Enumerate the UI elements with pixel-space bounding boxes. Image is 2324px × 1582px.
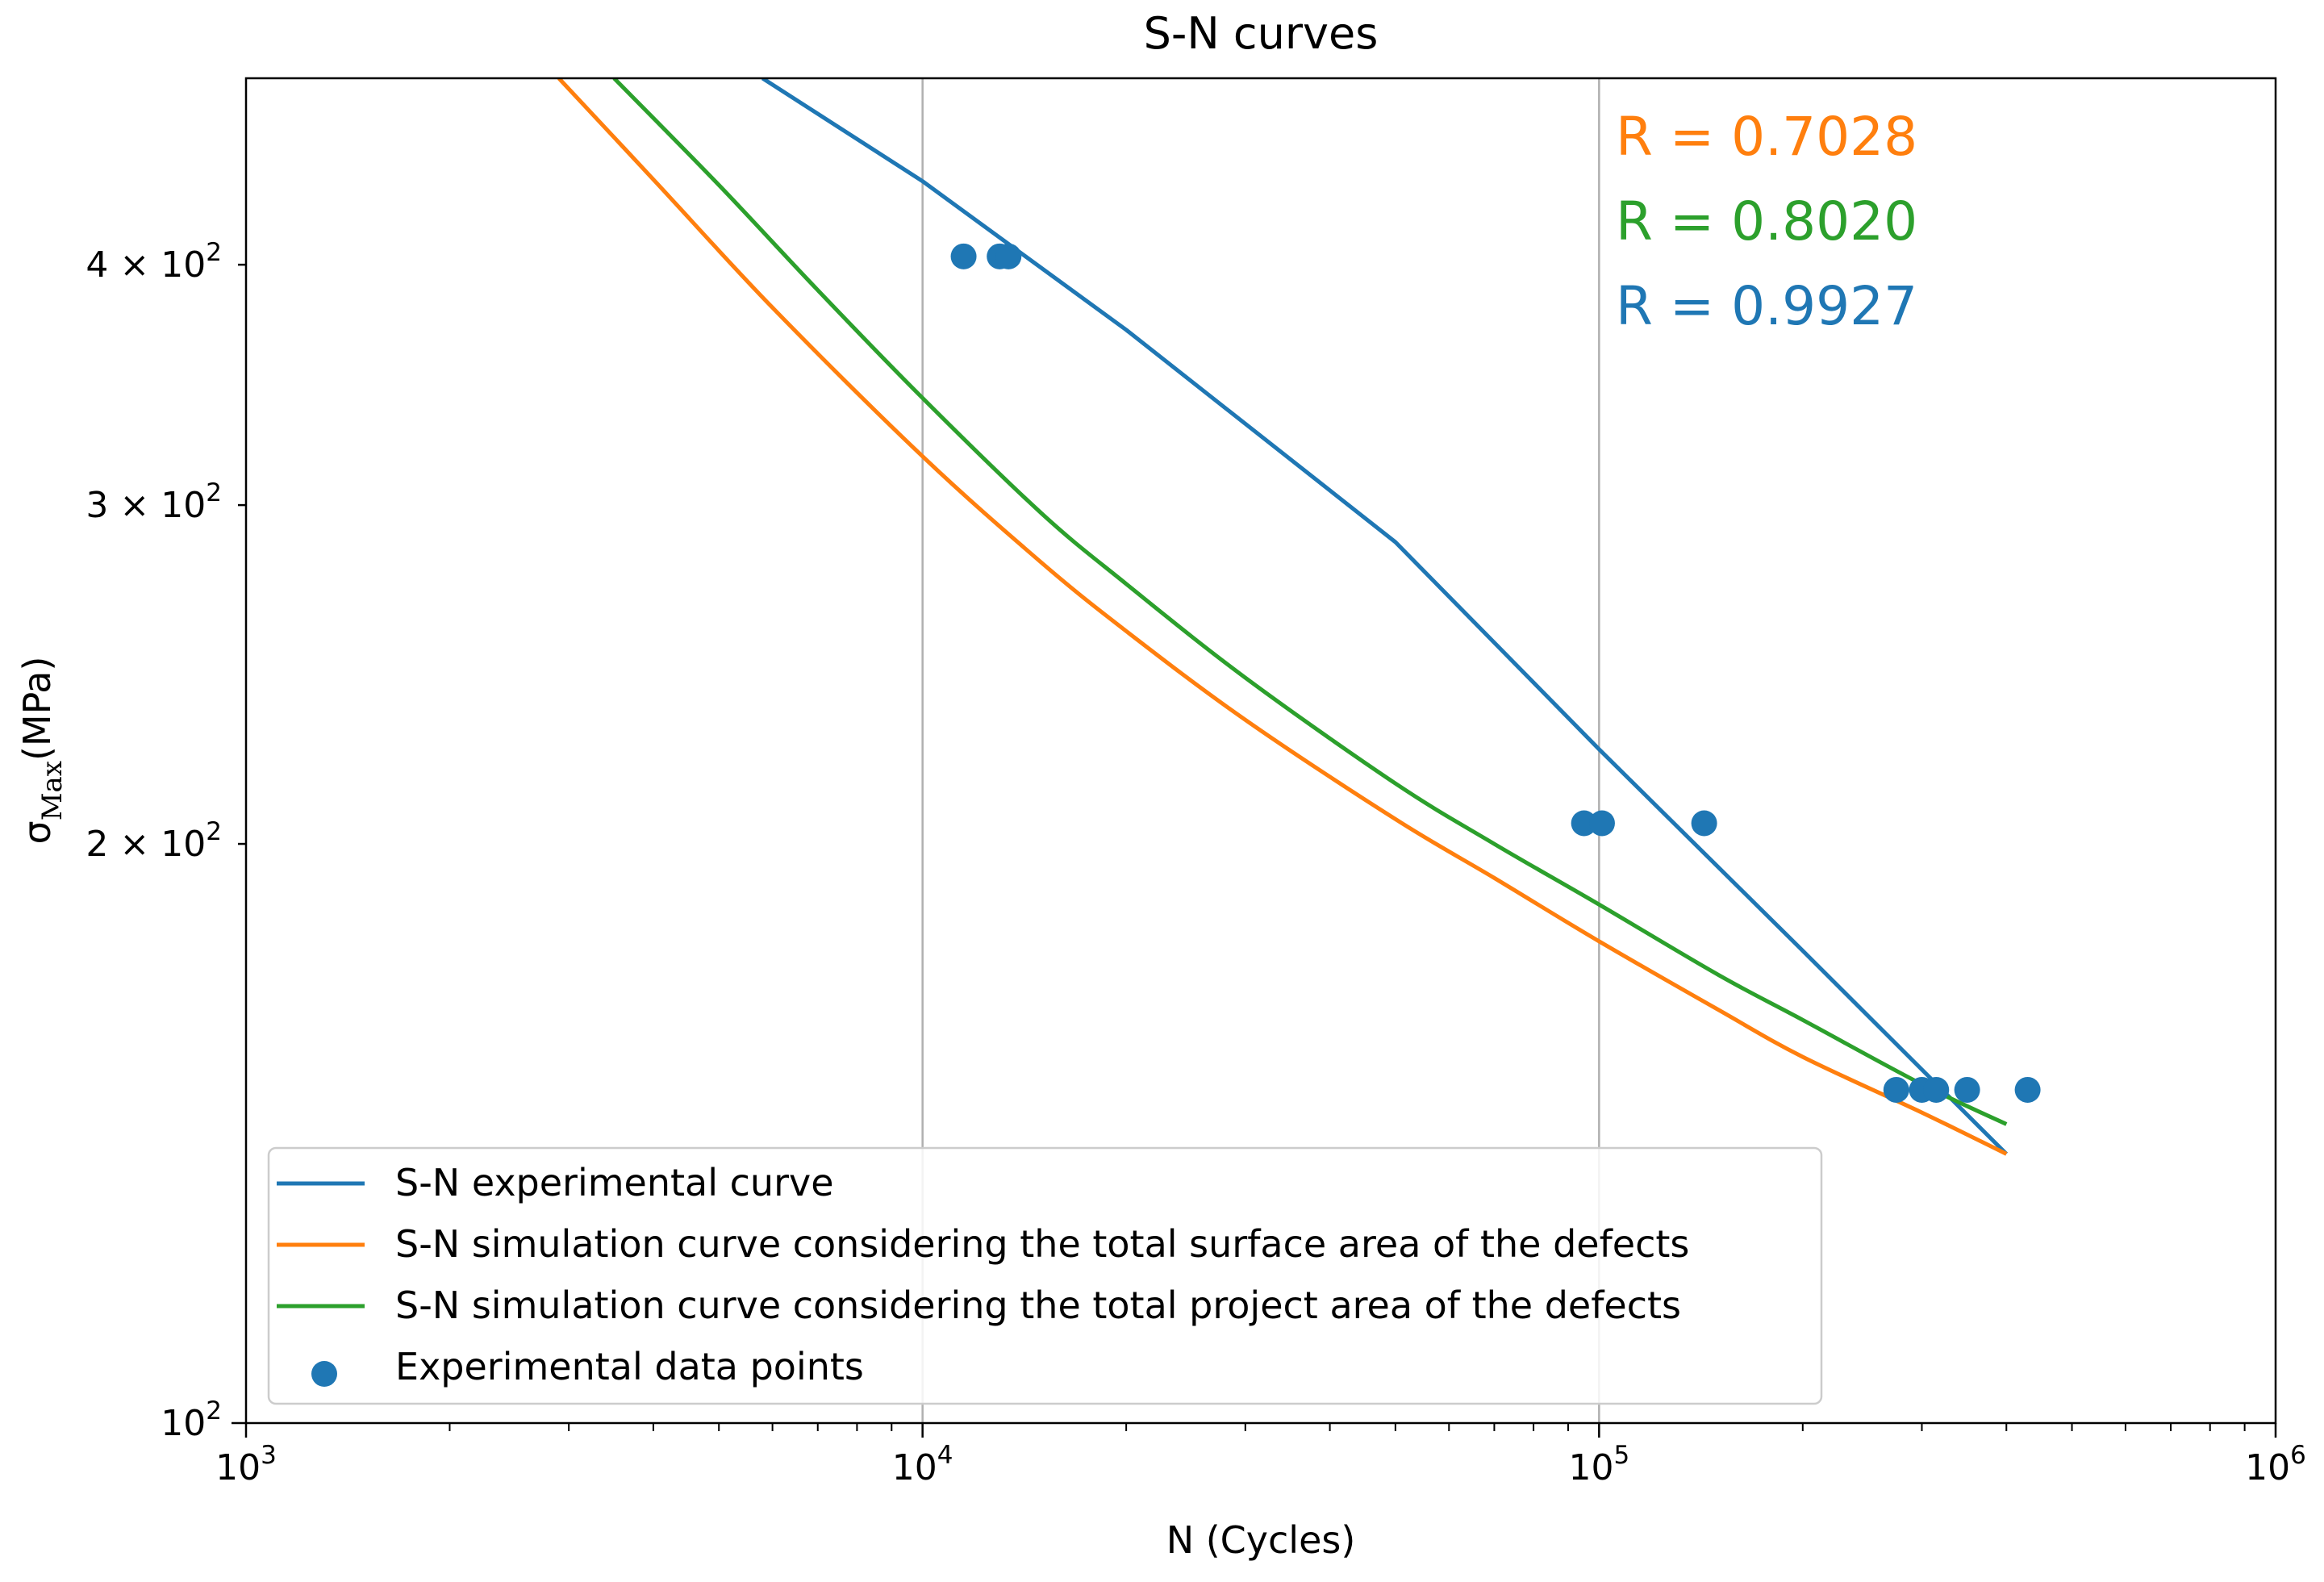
- legend-marker-dot: [311, 1361, 337, 1387]
- data-point: [995, 243, 1022, 269]
- y-tick-mantissa: 2 ×: [86, 824, 161, 865]
- data-point: [1588, 810, 1615, 837]
- data-point: [1691, 810, 1717, 837]
- data-point: [2014, 1076, 2041, 1103]
- y-tick-label: 2 × 102: [86, 817, 222, 865]
- y-tick-mantissa: 3 ×: [86, 485, 161, 526]
- y-axis-label-subscript: Max: [36, 761, 69, 820]
- r-value-annotations: R = 0.7028 R = 0.8020 R = 0.9927: [1616, 106, 1917, 337]
- legend-entries: S-N experimental curve S-N simulation cur…: [277, 1161, 1689, 1388]
- series-surface-area-curve: [557, 78, 2008, 1156]
- y-tick-mantissa: 4 ×: [86, 244, 161, 286]
- legend-label: Experimental data points: [395, 1345, 864, 1388]
- y-tick-exponent: 2: [206, 238, 222, 267]
- legend-box: [267, 1146, 1823, 1405]
- x-tick-exponent: 3: [261, 1441, 277, 1470]
- data-point: [950, 243, 977, 269]
- x-axis-label: N (Cycles): [1166, 1518, 1356, 1562]
- x-tick-base: 10: [1568, 1447, 1613, 1488]
- data-point: [1923, 1076, 1950, 1103]
- y-tick-exponent: 2: [206, 478, 222, 507]
- x-tick-label: 106: [2245, 1441, 2306, 1488]
- y-tick-base: 10: [161, 485, 206, 526]
- r-value-annotation: R = 0.8020: [1616, 190, 1917, 253]
- plot-frame: [244, 77, 2277, 1425]
- y-tick-base: 10: [161, 824, 206, 865]
- series-layer: [557, 78, 2009, 1156]
- x-tick-label: 103: [215, 1441, 277, 1488]
- r-value-annotation: R = 0.7028: [1616, 106, 1917, 168]
- legend-label: S-N simulation curve considering the tot…: [395, 1222, 1689, 1266]
- x-tick-exponent: 6: [2290, 1441, 2306, 1470]
- y-axis-label-units: (MPa): [15, 657, 59, 761]
- data-point: [1954, 1076, 1980, 1103]
- x-tick-base: 10: [2245, 1447, 2290, 1488]
- y-axis-label-symbol: σ: [15, 820, 59, 844]
- y-tick-exponent: 2: [206, 1396, 222, 1425]
- legend-label: S-N experimental curve: [395, 1161, 834, 1204]
- x-tick-label: 104: [892, 1441, 953, 1488]
- y-axis-label: σMax(MPa): [15, 657, 69, 845]
- data-points: [950, 243, 2041, 1103]
- y-tick-base: 10: [161, 1403, 206, 1444]
- series-experimental-curve: [761, 78, 2009, 1156]
- series-project-area-curve: [612, 78, 2008, 1126]
- data-point: [1883, 1076, 1909, 1103]
- x-tick-base: 10: [892, 1447, 937, 1488]
- y-tick-label: 3 × 102: [86, 478, 222, 526]
- legend-label: S-N simulation curve considering the tot…: [395, 1284, 1681, 1327]
- data-point: [1571, 810, 1597, 837]
- x-tick-base: 10: [215, 1447, 261, 1488]
- y-tick-base: 10: [161, 244, 206, 286]
- y-tick-exponent: 2: [206, 817, 222, 846]
- chart-title: S-N curves: [1144, 8, 1379, 59]
- x-tick-exponent: 5: [1613, 1441, 1629, 1470]
- y-tick-label: 4 × 102: [86, 238, 222, 286]
- r-value-annotation: R = 0.9927: [1616, 275, 1917, 337]
- x-tick-label: 105: [1568, 1441, 1629, 1488]
- y-tick-label: 102: [161, 1396, 222, 1444]
- legend: S-N experimental curve S-N simulation cur…: [267, 1146, 1823, 1405]
- x-axis-ticks: 103 104 105 106: [215, 1423, 2306, 1488]
- x-tick-exponent: 4: [937, 1441, 953, 1470]
